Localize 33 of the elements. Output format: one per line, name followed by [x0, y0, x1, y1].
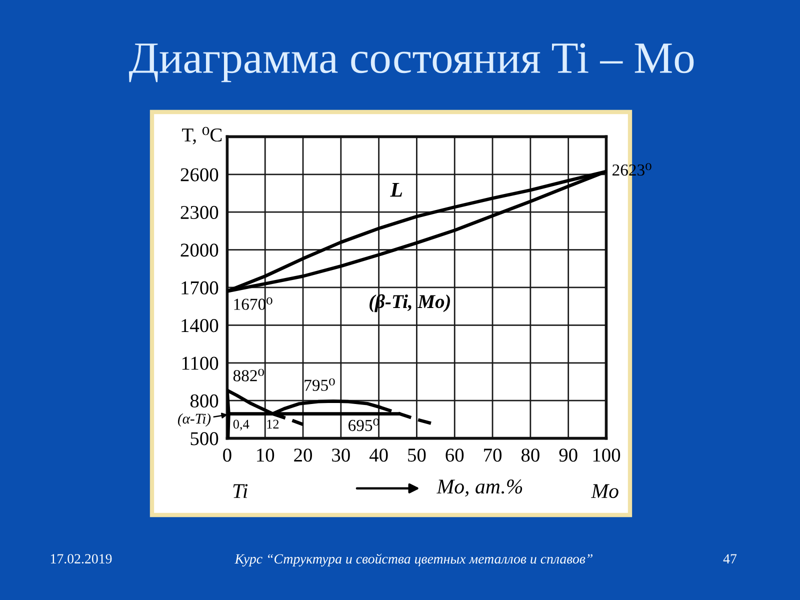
annotation: 795⁰ [304, 378, 335, 391]
y-axis-title: T, ⁰C [182, 126, 222, 144]
annotation: 2623⁰ [612, 163, 652, 176]
y-tick-label: 2300 [180, 206, 218, 220]
annotation: 0,4 [233, 420, 250, 431]
annotation: (α-Ti) [178, 413, 211, 427]
x-tick-label: 10 [257, 448, 274, 462]
text: Mo [590, 484, 618, 498]
text: Курс “Структура и свойства цветных металлов и сплавов” [234, 554, 592, 566]
chart-title: Диаграмма состояния Ti – Mo [128, 43, 694, 82]
text: 47 [723, 554, 737, 564]
x-tick-label: 40 [369, 448, 388, 462]
x-tick-label: 100 [593, 448, 620, 462]
y-tick-label: 2000 [180, 244, 218, 257]
y-tick-label: 1400 [182, 319, 218, 332]
x-tick-label: 60 [446, 448, 464, 462]
y-tick-label: 1100 [182, 356, 218, 370]
annotation: 12 [267, 420, 279, 429]
text: 17.02.2019 [50, 554, 112, 564]
x-tick-label: 90 [559, 448, 578, 462]
x-tick-label: 30 [332, 448, 350, 462]
annotation: 882⁰ [233, 368, 264, 382]
x-tick-label: 20 [294, 448, 312, 462]
text: Ti [233, 484, 248, 498]
x-tick-label: 80 [521, 448, 540, 462]
x-tick-label: 50 [408, 448, 426, 462]
y-tick-label: 800 [190, 394, 218, 408]
y-tick-label: 1700 [182, 281, 218, 294]
y-tick-label: 500 [190, 432, 218, 446]
x-axis-title: Mo, ат.% [436, 480, 522, 497]
x-tick-label: 70 [484, 448, 502, 462]
x-tick-label: 0 [223, 448, 232, 462]
y-tick-label: 2600 [180, 168, 218, 182]
